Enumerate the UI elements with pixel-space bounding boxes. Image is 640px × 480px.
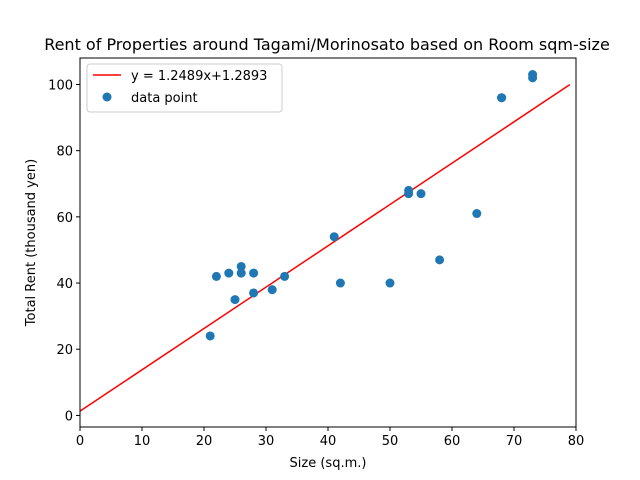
legend-box bbox=[86, 63, 283, 113]
axes-frame bbox=[79, 57, 577, 428]
data-point bbox=[236, 268, 246, 278]
chart-title: Rent of Properties around Tagami/Morinos… bbox=[44, 35, 610, 54]
data-point bbox=[230, 295, 240, 305]
y-axis: 0 20 40 60 80 100 bbox=[48, 78, 80, 424]
x-tick-label: 50 bbox=[382, 434, 399, 449]
y-tick-label: 80 bbox=[56, 145, 73, 160]
y-tick-label: 60 bbox=[56, 211, 73, 226]
data-point bbox=[497, 93, 507, 103]
data-point bbox=[249, 268, 259, 278]
x-tick-label: 20 bbox=[196, 434, 213, 449]
legend: y = 1.2489x+1.2893 data point bbox=[86, 63, 283, 113]
x-tick-label: 30 bbox=[258, 434, 275, 449]
x-tick-label: 10 bbox=[134, 434, 151, 449]
data-point bbox=[205, 331, 215, 341]
data-point bbox=[249, 288, 259, 298]
data-point bbox=[404, 189, 414, 199]
data-point bbox=[335, 278, 345, 288]
x-tick-label: 60 bbox=[444, 434, 461, 449]
y-tick-label: 40 bbox=[56, 277, 73, 292]
data-point bbox=[267, 285, 277, 295]
x-tick-label: 80 bbox=[568, 434, 585, 449]
data-point bbox=[435, 255, 445, 265]
data-point bbox=[528, 73, 538, 83]
y-tick-label: 0 bbox=[65, 409, 73, 424]
legend-fit-line-label: y = 1.2489x+1.2893 bbox=[131, 69, 267, 84]
data-point bbox=[236, 261, 246, 271]
data-point bbox=[385, 278, 395, 288]
fit-line bbox=[79, 84, 571, 412]
y-tick-label: 100 bbox=[48, 78, 73, 93]
x-tick-label: 0 bbox=[76, 434, 84, 449]
data-point bbox=[224, 268, 234, 278]
y-tick-label: 20 bbox=[56, 343, 73, 358]
legend-data-point-swatch bbox=[102, 92, 112, 102]
data-point bbox=[472, 209, 482, 219]
data-point bbox=[211, 271, 221, 281]
x-tick-label: 40 bbox=[320, 434, 337, 449]
data-point bbox=[416, 189, 426, 199]
x-axis-label: Size (sq.m.) bbox=[290, 456, 367, 471]
x-tick-label: 70 bbox=[506, 434, 523, 449]
plot-area bbox=[79, 57, 577, 428]
x-axis: 0 10 20 30 40 50 60 70 80 bbox=[76, 427, 584, 449]
legend-data-point-label: data point bbox=[131, 91, 198, 106]
data-point bbox=[280, 271, 290, 281]
y-axis-label: Total Rent (thousand yen) bbox=[24, 159, 39, 327]
data-point bbox=[329, 232, 339, 242]
